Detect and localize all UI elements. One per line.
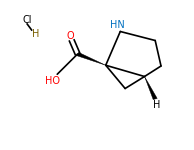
Text: HN: HN	[110, 20, 125, 30]
Text: H: H	[32, 29, 39, 39]
Polygon shape	[145, 76, 157, 100]
Text: HO: HO	[45, 76, 60, 85]
Text: H: H	[153, 100, 160, 110]
Text: Cl: Cl	[22, 15, 32, 25]
Polygon shape	[76, 52, 106, 65]
Text: O: O	[67, 31, 75, 40]
